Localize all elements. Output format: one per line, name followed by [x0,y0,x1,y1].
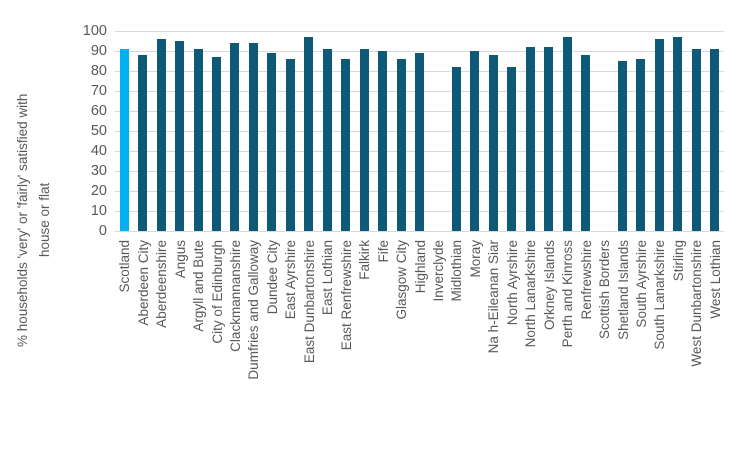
bar-stirling [673,37,683,231]
x-label-west-lothian: West Lothian [707,240,723,319]
y-axis-title-line-2: house or flat [37,182,52,258]
bar-south-lanarkshire [654,39,664,231]
y-tick-label-20: 20 [90,183,107,199]
bar-midlothian [451,67,461,231]
gridline-0 [115,231,724,232]
y-axis-title: % households 'very' or 'fairly' satisfie… [12,20,56,420]
x-label-dumfries-and-galloway: Dumfries and Galloway [246,240,262,380]
bar-west-dunbartonshire [691,49,701,231]
x-label-clackmannanshire: Clackmannanshire [227,240,243,352]
bar-scotland [119,49,129,231]
x-label-aberdeenshire: Aberdeenshire [154,240,170,328]
bar-west-lothian [710,49,720,231]
bar-shetland-islands [618,61,627,231]
x-label-glasgow-city: Glasgow City [394,240,410,320]
x-label-fife: Fife [375,240,391,263]
x-label-north-ayrshire: North Ayrshire [504,240,520,326]
bar-glasgow-city [396,59,406,231]
y-tick-label-100: 100 [82,23,107,39]
x-label-east-renfrewshire: East Renfrewshire [338,240,354,351]
x-label-west-dunbartonshire: West Dunbartonshire [689,240,705,367]
y-tick-label-70: 70 [90,83,107,99]
y-tick-label-30: 30 [90,163,107,179]
y-tick-label-50: 50 [90,123,107,139]
x-label-east-lothian: East Lothian [320,240,336,316]
x-label-renfrewshire: Renfrewshire [578,240,594,320]
bar-moray [470,51,480,231]
x-label-south-ayrshire: South Ayrshire [633,240,649,328]
bar-fife [378,51,388,231]
bar-aberdeen-city [138,55,148,231]
plot-area [115,31,724,232]
x-label-orkney-islands: Orkney Islands [541,240,557,331]
x-label-north-lanarkshire: North Lanarkshire [523,240,539,348]
bar-renfrewshire [581,55,591,231]
bar-orkney-islands [544,47,554,231]
y-tick-label-80: 80 [90,63,107,79]
x-label-aberdeen-city: Aberdeen City [135,240,151,326]
x-label-dundee-city: Dundee City [264,240,280,315]
x-label-east-dunbartonshire: East Dunbartonshire [301,240,317,364]
x-label-city-of-edinburgh: City of Edinburgh [209,240,225,344]
bar-east-renfrewshire [341,59,351,231]
x-label-south-lanarkshire: South Lanarkshire [652,240,668,350]
x-label-argyll-and-bute: Argyll and Bute [191,240,207,332]
x-label-midlothian: Midlothian [449,240,465,302]
y-axis-title-line-1: % households 'very' or 'fairly' satisfie… [15,93,30,347]
x-label-inverclyde: Inverclyde [430,240,446,302]
bar-dundee-city [267,53,277,231]
x-label-angus: Angus [172,240,188,279]
bar-south-ayrshire [636,59,646,231]
x-label-na-h-eileanan-siar: Na h-Eileanan Siar [486,240,502,354]
bar-na-h-eileanan-siar [488,55,498,231]
x-label-east-ayrshire: East Ayrshire [283,240,299,320]
bar-clackmannanshire [230,43,240,231]
bar-north-ayrshire [507,67,517,231]
bar-perth-and-kinross [562,37,572,231]
x-label-moray: Moray [467,240,483,278]
bar-north-lanarkshire [525,47,535,231]
bar-aberdeenshire [156,39,166,231]
y-tick-label-10: 10 [90,203,107,219]
x-label-stirling: Stirling [670,240,686,282]
x-label-scottish-borders: Scottish Borders [597,240,613,340]
y-tick-label-40: 40 [90,143,107,159]
x-label-scotland: Scotland [117,240,133,293]
x-label-falkirk: Falkirk [357,240,373,280]
bar-highland [415,53,424,231]
gridline-90 [115,51,724,52]
bar-argyll-and-bute [193,49,203,231]
bar-east-dunbartonshire [304,37,314,231]
bar-east-lothian [322,49,332,231]
y-tick-label-90: 90 [90,43,107,59]
x-label-shetland-islands: Shetland Islands [615,240,631,340]
x-label-perth-and-kinross: Perth and Kinross [560,240,576,348]
bar-dumfries-and-galloway [248,43,258,231]
y-tick-label-60: 60 [90,103,107,119]
bar-east-ayrshire [285,59,295,231]
bar-falkirk [359,49,369,231]
gridline-100 [115,31,724,32]
y-tick-label-0: 0 [98,223,107,239]
x-label-highland: Highland [412,240,428,294]
bar-angus [175,41,185,231]
bar-city-of-edinburgh [212,57,221,231]
